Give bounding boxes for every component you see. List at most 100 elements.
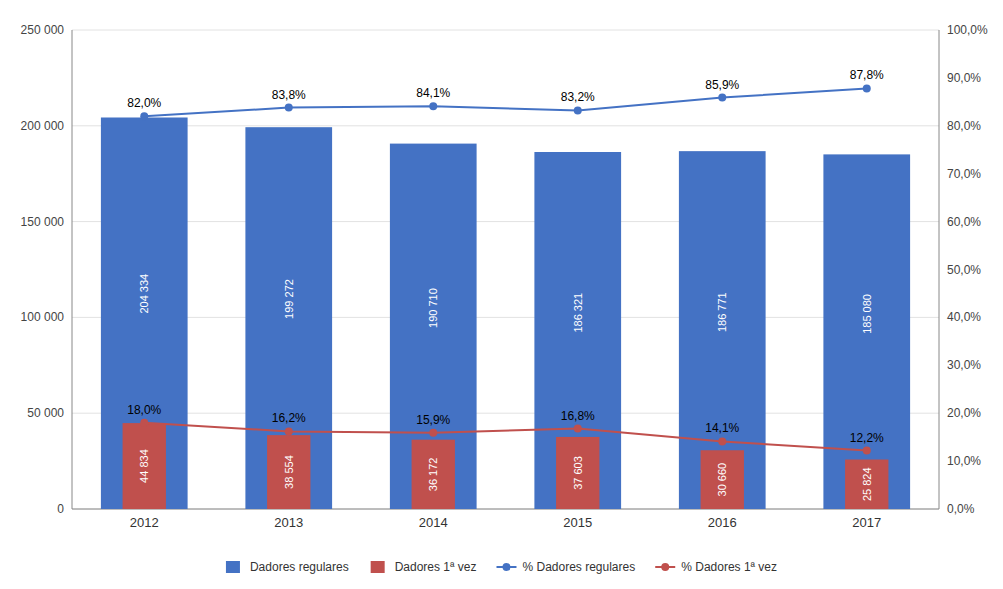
legend-item: % Dadores regulares (496, 560, 635, 574)
legend: Dadores regulares Dadores 1ª vez % Dadores… (226, 560, 777, 574)
point (429, 102, 437, 110)
bar (679, 151, 766, 509)
bar-label: 186 321 (572, 293, 584, 333)
line-label: 84,1% (416, 86, 450, 100)
bar (412, 440, 455, 509)
bar-label: 37 603 (572, 456, 584, 490)
bar (701, 450, 744, 509)
y-tick-label: 50 000 (27, 406, 64, 420)
line-label: 16,2% (272, 411, 306, 425)
y2-tick-label: 90,0% (947, 71, 981, 85)
legend-label: Dadores 1ª vez (395, 560, 477, 574)
y2-tick-label: 30,0% (947, 358, 981, 372)
line (144, 423, 867, 451)
y2-tick-label: 20,0% (947, 406, 981, 420)
point (718, 94, 726, 102)
bar (845, 460, 888, 509)
bar (123, 423, 166, 509)
line-label: 18,0% (127, 403, 161, 417)
point (285, 427, 293, 435)
grid-line (72, 125, 939, 126)
x-axis-line (72, 509, 939, 510)
x-tick-label: 2017 (852, 515, 881, 530)
bar-label: 36 172 (427, 458, 439, 492)
line-label: 15,9% (416, 413, 450, 427)
y2-tick-label: 100,0% (947, 23, 988, 37)
legend-item: Dadores regulares (226, 560, 349, 574)
line-label: 14,1% (705, 421, 739, 435)
grid-line (72, 317, 939, 318)
bar (267, 435, 310, 509)
bar-label: 190 710 (427, 288, 439, 328)
y2-tick-label: 0,0% (947, 502, 975, 516)
grid-line (72, 413, 939, 414)
axes: 0 50 000 100 000 150 000 200 000 250 000 0,0% 1… (21, 23, 988, 530)
point (718, 437, 726, 445)
line-label: 83,2% (561, 90, 595, 104)
y-tick-label: 250 000 (21, 23, 65, 37)
bar (823, 154, 910, 509)
point (863, 447, 871, 455)
x-tick-label: 2013 (274, 515, 303, 530)
bar (390, 144, 477, 509)
legend-label: % Dadores 1ª vez (681, 560, 777, 574)
chart: 0 50 000 100 000 150 000 200 000 250 000 0,0% 1… (0, 0, 1003, 589)
line-label: 83,8% (272, 88, 306, 102)
legend-swatch (371, 561, 385, 573)
bar-label: 38 554 (283, 455, 295, 489)
point (140, 112, 148, 120)
y2-tick-label: 40,0% (947, 310, 981, 324)
y2-tick-label: 10,0% (947, 454, 981, 468)
grid-line (72, 221, 939, 222)
bar-label: 25 824 (861, 467, 873, 501)
page: {"chart_data": { "type": "bar", "categor… (0, 0, 1003, 589)
line-label: 12,2% (850, 431, 884, 445)
bar (534, 152, 621, 509)
bar-label: 44 834 (138, 449, 150, 483)
line-label: 16,8% (561, 409, 595, 423)
point (574, 106, 582, 114)
legend-marker (661, 563, 669, 571)
bar (101, 117, 188, 509)
y2-tick-label: 80,0% (947, 119, 981, 133)
x-tick-label: 2014 (419, 515, 448, 530)
x-tick-label: 2016 (708, 515, 737, 530)
x-tick-label: 2012 (130, 515, 159, 530)
bar-label: 204 334 (138, 274, 150, 314)
y2-tick-label: 60,0% (947, 215, 981, 229)
y-tick-label: 100 000 (21, 310, 65, 324)
bar-label: 30 660 (716, 463, 728, 497)
legend-label: Dadores regulares (250, 560, 349, 574)
y-tick-label: 200 000 (21, 119, 65, 133)
legend-item: % Dadores 1ª vez (655, 560, 777, 574)
line-label: 85,9% (705, 78, 739, 92)
x-tick-label: 2015 (563, 515, 592, 530)
marks (101, 84, 910, 509)
line-label: 87,8% (850, 68, 884, 82)
bar-label: 186 771 (716, 292, 728, 332)
bar (245, 127, 332, 509)
line (144, 88, 867, 116)
y2-axis-line (939, 30, 940, 509)
bar-label: 185 080 (861, 294, 873, 334)
point (863, 84, 871, 92)
point (574, 425, 582, 433)
legend-swatch (226, 561, 240, 573)
grid-line (72, 30, 939, 31)
grid-line (72, 509, 939, 510)
y-tick-label: 150 000 (21, 215, 65, 229)
y-axis-line (72, 30, 73, 509)
point (140, 419, 148, 427)
y2-tick-label: 50,0% (947, 263, 981, 277)
legend-item: Dadores 1ª vez (371, 560, 477, 574)
point (429, 429, 437, 437)
y-tick-label: 0 (57, 502, 64, 516)
y2-tick-label: 70,0% (947, 167, 981, 181)
bar-label: 199 272 (283, 279, 295, 319)
point (285, 104, 293, 112)
data-labels: 204 334 199 272 190 710 186 321 186 771 185 0… (127, 68, 884, 501)
legend-label: % Dadores regulares (522, 560, 635, 574)
line-label: 82,0% (127, 96, 161, 110)
bar (556, 437, 599, 509)
legend-marker (502, 563, 510, 571)
